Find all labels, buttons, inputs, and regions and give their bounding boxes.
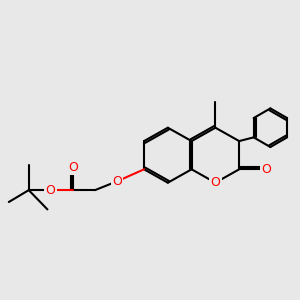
Text: O: O (112, 175, 122, 188)
Text: O: O (46, 184, 56, 196)
Text: O: O (68, 161, 78, 174)
Text: O: O (262, 163, 271, 176)
Text: O: O (211, 176, 220, 189)
